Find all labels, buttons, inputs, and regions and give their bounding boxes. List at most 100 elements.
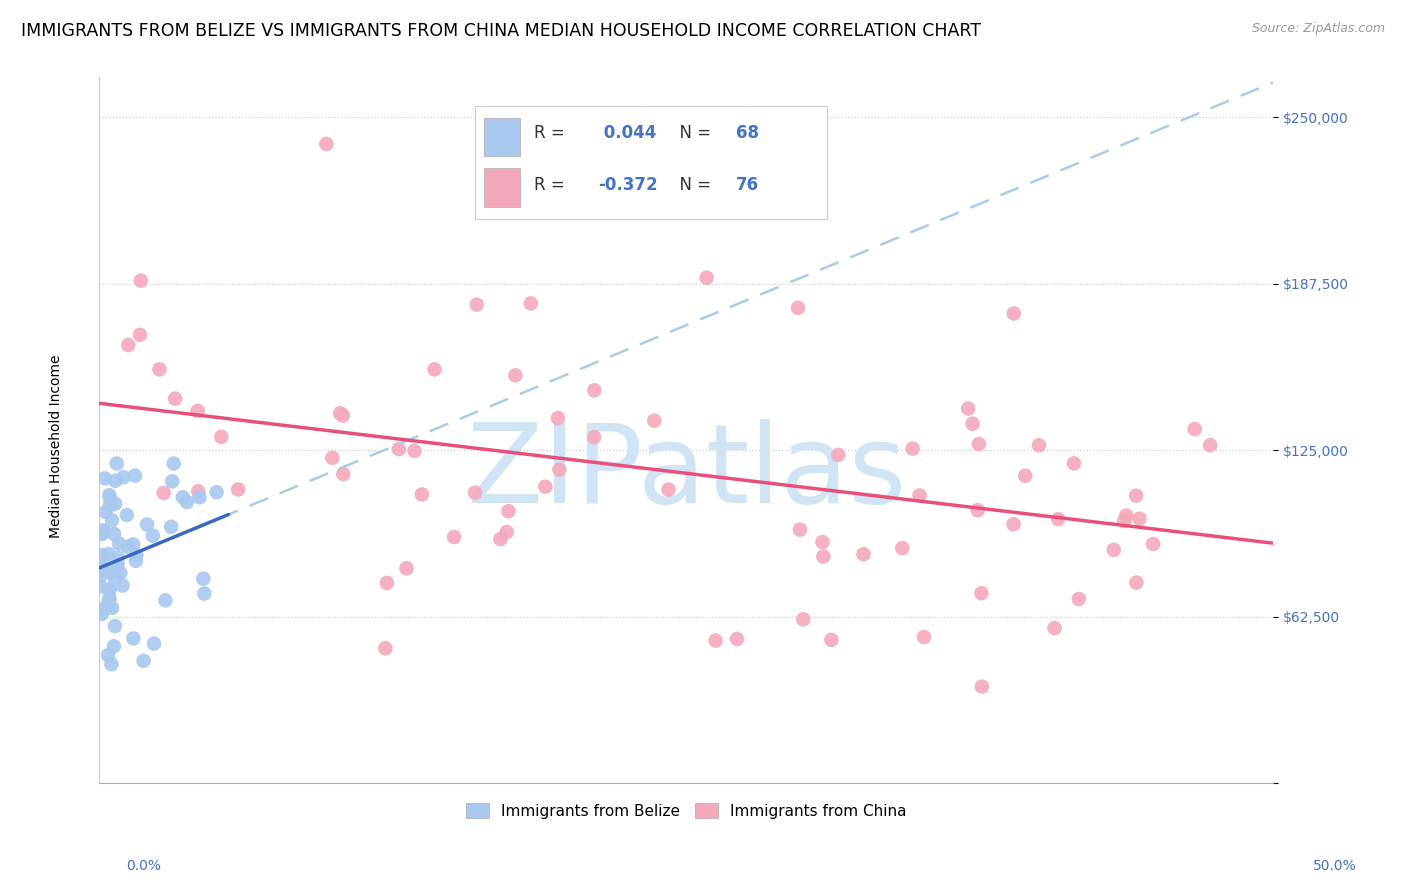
Point bbox=[132, 654, 155, 668]
Point bbox=[1002, 517, 1025, 532]
Point bbox=[148, 362, 170, 376]
Point bbox=[98, 491, 121, 505]
Point bbox=[163, 457, 186, 471]
Point bbox=[117, 540, 139, 554]
Point bbox=[970, 680, 993, 694]
Point bbox=[465, 298, 488, 312]
Point bbox=[489, 532, 512, 546]
Point bbox=[811, 535, 834, 549]
Point bbox=[967, 437, 990, 451]
Point bbox=[94, 471, 117, 485]
Point bbox=[583, 430, 606, 444]
Point bbox=[321, 450, 343, 465]
Point bbox=[90, 607, 112, 621]
Point bbox=[725, 632, 748, 646]
Point bbox=[172, 490, 194, 504]
Point bbox=[93, 558, 115, 572]
Point bbox=[104, 497, 127, 511]
Legend: Immigrants from Belize, Immigrants from China: Immigrants from Belize, Immigrants from … bbox=[460, 797, 912, 825]
Point bbox=[104, 474, 127, 488]
Point bbox=[94, 505, 117, 519]
Point bbox=[209, 430, 232, 444]
Point bbox=[792, 612, 814, 626]
Point bbox=[160, 475, 183, 489]
Point bbox=[160, 520, 183, 534]
Point bbox=[1114, 514, 1136, 528]
Point bbox=[110, 566, 132, 580]
Point bbox=[124, 468, 146, 483]
Point bbox=[112, 470, 135, 484]
Point bbox=[91, 524, 114, 539]
Point bbox=[100, 657, 122, 672]
Point bbox=[704, 633, 727, 648]
Point bbox=[90, 605, 112, 619]
Point bbox=[97, 594, 120, 608]
Point bbox=[97, 648, 120, 662]
Point bbox=[90, 565, 112, 579]
Text: Median Household Income: Median Household Income bbox=[49, 354, 63, 538]
Point bbox=[226, 483, 249, 497]
Point bbox=[970, 586, 993, 600]
Point bbox=[498, 504, 520, 518]
Point bbox=[1002, 306, 1025, 320]
Point bbox=[1125, 575, 1147, 590]
Point bbox=[98, 591, 121, 606]
Point bbox=[1067, 591, 1090, 606]
Text: 76: 76 bbox=[735, 176, 759, 194]
Point bbox=[643, 414, 665, 428]
Point bbox=[1125, 489, 1147, 503]
Point bbox=[962, 417, 984, 431]
Point bbox=[1043, 621, 1066, 635]
Point bbox=[852, 547, 875, 561]
Point bbox=[98, 498, 121, 512]
Point bbox=[125, 554, 148, 568]
Point bbox=[97, 582, 120, 597]
Text: IMMIGRANTS FROM BELIZE VS IMMIGRANTS FROM CHINA MEDIAN HOUSEHOLD INCOME CORRELAT: IMMIGRANTS FROM BELIZE VS IMMIGRANTS FRO… bbox=[21, 22, 981, 40]
Point bbox=[1142, 537, 1164, 551]
Point bbox=[548, 462, 571, 476]
Point bbox=[908, 488, 931, 502]
Point bbox=[547, 411, 569, 425]
Point bbox=[534, 480, 557, 494]
Point bbox=[90, 607, 112, 621]
Point bbox=[104, 619, 127, 633]
Point bbox=[91, 524, 114, 539]
Point bbox=[90, 579, 112, 593]
Text: 50.0%: 50.0% bbox=[1313, 859, 1357, 872]
Text: N =: N = bbox=[669, 124, 716, 142]
Point bbox=[91, 548, 114, 562]
Point bbox=[187, 484, 209, 499]
Point bbox=[423, 362, 446, 376]
Point bbox=[105, 457, 128, 471]
Point bbox=[93, 523, 115, 537]
Text: ZIPatlas: ZIPatlas bbox=[467, 419, 905, 526]
Point bbox=[404, 444, 426, 458]
Point bbox=[101, 513, 124, 527]
Point bbox=[464, 485, 486, 500]
Point bbox=[388, 442, 411, 456]
Text: N =: N = bbox=[669, 176, 716, 194]
Point bbox=[176, 495, 198, 509]
Point bbox=[696, 270, 718, 285]
Point bbox=[98, 582, 121, 597]
Point bbox=[129, 274, 152, 288]
Point bbox=[505, 368, 527, 383]
Point bbox=[1128, 511, 1150, 525]
Point bbox=[1184, 422, 1206, 436]
Point bbox=[97, 599, 120, 613]
Point bbox=[117, 338, 139, 352]
Text: R =: R = bbox=[534, 124, 569, 142]
Point bbox=[193, 572, 215, 586]
Point bbox=[1047, 512, 1070, 526]
Point bbox=[104, 572, 127, 586]
Point bbox=[1014, 468, 1036, 483]
Point bbox=[100, 566, 122, 580]
Point bbox=[90, 562, 112, 576]
Point bbox=[495, 524, 517, 539]
Point bbox=[104, 560, 127, 574]
Point bbox=[142, 529, 165, 543]
Bar bbox=[484, 169, 520, 207]
Text: Source: ZipAtlas.com: Source: ZipAtlas.com bbox=[1251, 22, 1385, 36]
Point bbox=[443, 530, 465, 544]
Point bbox=[901, 442, 924, 456]
